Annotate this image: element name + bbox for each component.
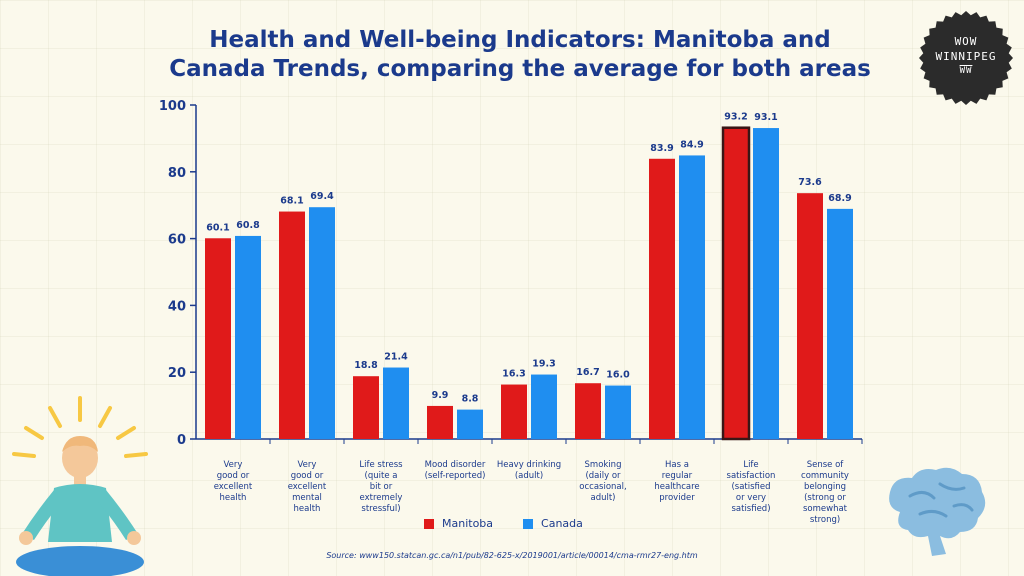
bar-manitoba-2 xyxy=(279,211,305,439)
x-category-label: Life satisfaction (satisfied or very satisfi… xyxy=(727,460,776,514)
data-label-canada: 21.4 xyxy=(384,352,408,363)
bar-manitoba-7 xyxy=(649,158,675,440)
bar-manitoba-1 xyxy=(205,238,231,439)
data-label-manitoba: 60.1 xyxy=(206,222,229,233)
bar-manitoba-4 xyxy=(427,405,453,439)
legend-swatch-manitoba xyxy=(424,518,434,529)
x-category-label: Sense of community belonging (strong or some… xyxy=(801,460,849,525)
wow-winnipeg-logo xyxy=(919,11,1013,105)
bar-canada-9 xyxy=(827,208,853,439)
bar-canada-5 xyxy=(531,374,557,439)
bar-canada-8 xyxy=(753,128,779,439)
bar-manitoba-3 xyxy=(353,376,379,439)
bar-canada-7 xyxy=(679,155,705,439)
data-label-manitoba: 16.7 xyxy=(576,367,599,378)
logo-line-3: WW xyxy=(959,66,973,76)
data-label-canada: 8.8 xyxy=(462,394,479,405)
data-label-canada: 68.9 xyxy=(828,193,851,204)
logo-line-2: WINNIPEG xyxy=(935,50,997,63)
bar-manitoba-5 xyxy=(501,384,527,439)
x-category-label: Life stress (quite a bit or extremely stress… xyxy=(359,460,403,514)
legend-item-manitoba: Manitoba xyxy=(424,517,493,530)
bar-manitoba-8 xyxy=(721,126,751,441)
chart-title-line-2: Canada Trends, comparing the average for… xyxy=(169,56,871,82)
data-label-canada: 60.8 xyxy=(236,220,260,231)
x-category-label: Very good or excellent health xyxy=(214,460,253,503)
y-tick-label: 0 xyxy=(177,433,186,448)
logo-line-1: WOW xyxy=(954,35,978,48)
data-label-manitoba: 83.9 xyxy=(650,143,673,154)
source-note: Source: www150.statcan.gc.ca/n1/pub/82-6… xyxy=(326,551,698,560)
data-label-manitoba: 18.8 xyxy=(354,360,378,371)
y-tick-label: 60 xyxy=(168,233,186,248)
x-category-label: Mood disorder (self-reported) xyxy=(425,460,486,481)
sun-rays-icon xyxy=(12,396,148,458)
y-tick-label: 20 xyxy=(168,366,186,381)
data-label-manitoba: 93.2 xyxy=(724,112,747,123)
legend-label-manitoba: Manitoba xyxy=(442,517,494,530)
y-tick-label: 100 xyxy=(159,99,186,114)
bar-canada-6 xyxy=(605,385,631,439)
legend-swatch-canada xyxy=(523,518,534,529)
bar-canada-2 xyxy=(309,207,335,439)
logo-text: WOW WINNIPEG WW xyxy=(918,34,1014,79)
chart-legend: Manitoba Canada xyxy=(424,517,583,530)
legend-item-canada: Canada xyxy=(523,517,583,530)
chart-title: Health and Well-being Indicators: Manito… xyxy=(150,26,890,84)
data-label-manitoba: 16.3 xyxy=(502,369,525,380)
bar-canada-3 xyxy=(383,367,409,439)
bar-manitoba-9 xyxy=(797,193,823,439)
x-category-label: Has a regular healthcare provider xyxy=(654,460,699,503)
legend-label-canada: Canada xyxy=(541,517,583,530)
data-label-manitoba: 9.9 xyxy=(432,390,449,401)
y-tick-label: 80 xyxy=(168,166,186,181)
x-category-label: Heavy drinking (adult) xyxy=(497,460,561,481)
data-label-canada: 19.3 xyxy=(532,359,555,370)
bar-canada-4 xyxy=(457,409,483,439)
data-label-canada: 69.4 xyxy=(310,191,334,202)
data-label-canada: 84.9 xyxy=(680,139,703,150)
data-label-manitoba: 68.1 xyxy=(280,196,303,207)
bar-manitoba-6 xyxy=(575,383,601,439)
chart-title-line-1: Health and Well-being Indicators: Manito… xyxy=(209,27,831,53)
x-category-label: Smoking (daily or occasional, adult) xyxy=(579,460,626,503)
y-tick-label: 40 xyxy=(168,299,186,314)
x-category-label: Very good or excellent mental health xyxy=(288,460,327,514)
bar-canada-1 xyxy=(235,235,261,439)
brain-icon xyxy=(889,467,986,556)
data-label-manitoba: 73.6 xyxy=(798,177,822,188)
data-label-canada: 93.1 xyxy=(754,112,777,123)
data-label-canada: 16.0 xyxy=(606,370,630,381)
meditating-person-icon xyxy=(12,396,148,576)
